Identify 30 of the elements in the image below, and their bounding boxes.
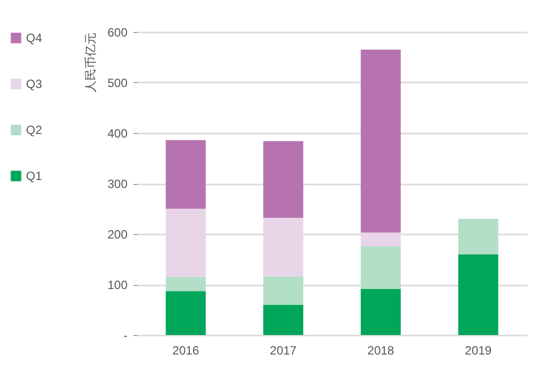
bar: [166, 291, 206, 335]
bar: [360, 50, 401, 232]
bar: [360, 246, 401, 290]
legend-label: Q4: [26, 31, 42, 45]
y-tick-label: -: [124, 328, 128, 342]
y-tick-label: 300: [107, 177, 128, 191]
x-tick-label: 2019: [464, 344, 492, 358]
legend-label: Q1: [26, 169, 42, 183]
y-tick-label: 200: [107, 228, 128, 242]
legend-label: Q3: [26, 77, 42, 91]
y-tick-label: 500: [107, 76, 128, 90]
bar: [458, 218, 498, 254]
bar: [360, 232, 401, 246]
y-tick-label: 400: [107, 126, 128, 140]
x-tick-label: 2018: [367, 344, 394, 358]
y-tick-label: 600: [107, 26, 128, 40]
y-axis-title: 人民币亿元: [84, 32, 98, 92]
y-tick-label: 100: [107, 278, 128, 292]
bar: [458, 254, 498, 335]
legend-label: Q2: [26, 123, 42, 137]
bar: [166, 140, 206, 209]
bar: [263, 304, 304, 335]
bar: [263, 218, 304, 276]
x-tick-label: 2017: [270, 344, 297, 358]
bar: [263, 141, 304, 218]
x-tick-label: 2016: [172, 344, 200, 358]
bar: [166, 208, 206, 277]
bar: [360, 289, 401, 335]
bar: [263, 276, 304, 305]
bar: [166, 276, 206, 292]
